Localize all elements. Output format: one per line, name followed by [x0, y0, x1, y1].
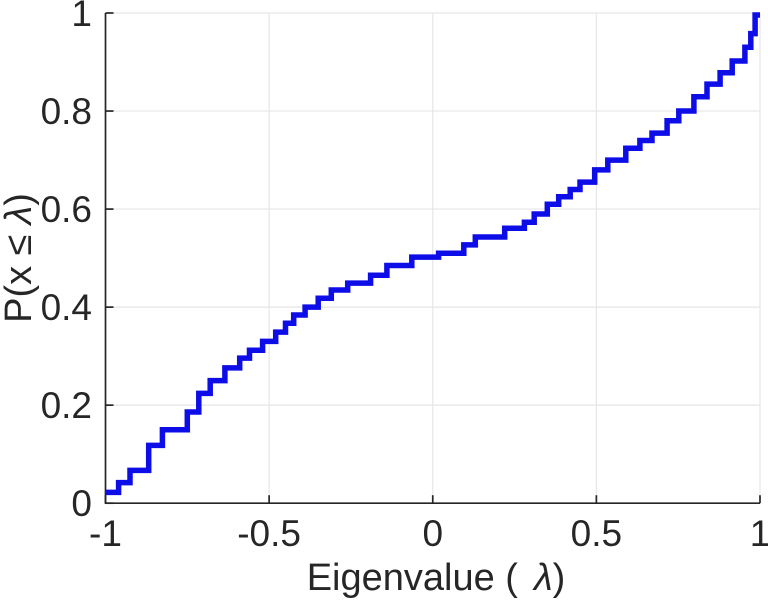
x-tick-label: 0.5	[571, 513, 622, 554]
x-axis-label-close: )	[553, 557, 566, 599]
y-tick-label: 0	[71, 483, 92, 524]
x-tick-label: -1	[89, 513, 122, 554]
ecdf-stairs-line	[105, 12, 760, 496]
y-axis-label-text: P(x ≤	[0, 234, 40, 322]
gridlines	[105, 12, 761, 504]
x-tick-label: 1	[750, 513, 768, 554]
x-tick-label: -0.5	[237, 513, 301, 554]
lambda-symbol: λ	[532, 557, 553, 599]
tick-labels: -1 -0.5 0 0.5 1 0 0.2 0.4 0.6 0.8 1	[41, 0, 768, 554]
y-tick-label: 0.4	[41, 287, 92, 328]
y-tick-label: 1	[71, 0, 92, 34]
tick-marks	[104, 12, 761, 505]
x-axis-label: Eigenvalue ( λ)	[307, 557, 566, 599]
x-tick-label: 0	[422, 513, 443, 554]
y-tick-label: 0.6	[41, 189, 92, 230]
y-axis-label-close: )	[0, 193, 40, 206]
y-tick-label: 0.2	[41, 385, 92, 426]
y-tick-label: 0.8	[41, 91, 92, 132]
x-axis-label-text: Eigenvalue (	[307, 557, 519, 599]
lambda-symbol: λ	[0, 206, 40, 227]
axis-lines	[104, 13, 760, 505]
y-axis-label: P(x ≤ λ)	[0, 193, 40, 323]
